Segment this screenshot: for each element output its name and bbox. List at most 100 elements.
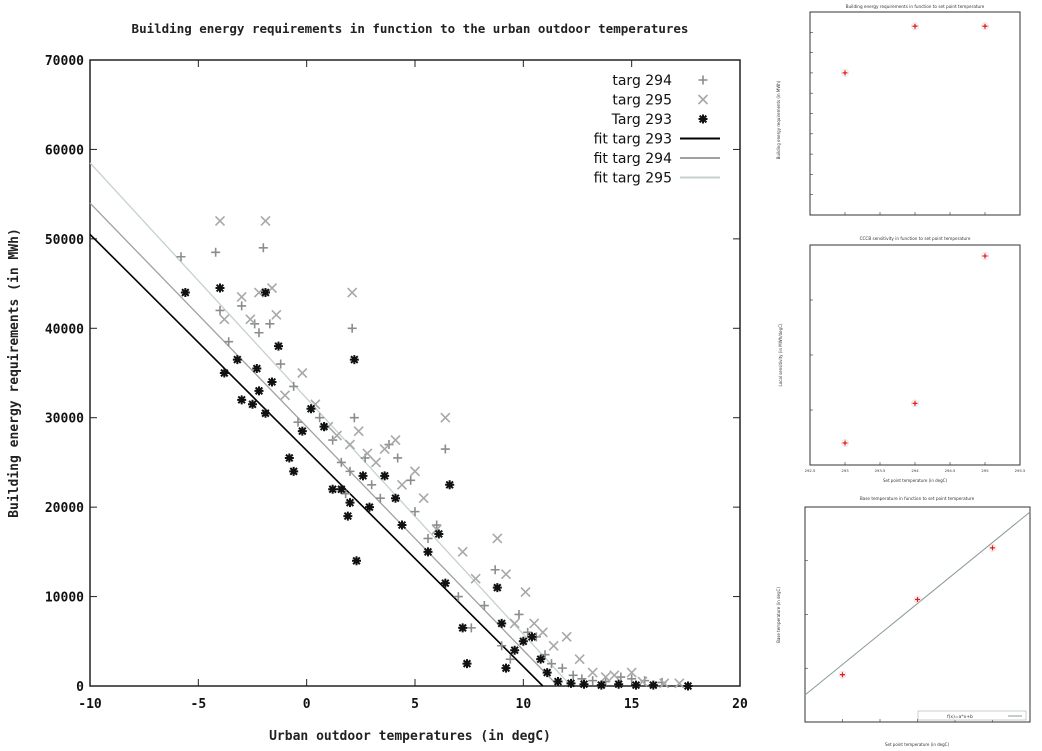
targ-295-point: [379, 443, 390, 455]
y-tick-label: 0: [76, 680, 84, 695]
inset-chart-energy: Building energy requirements in function…: [776, 4, 1021, 216]
inset1-y-label: Building energy requirements (in MWh): [776, 80, 781, 159]
inset2-point: [911, 399, 919, 408]
inset3-ticks: [804, 506, 1031, 723]
inset2-x-tick-label: 293.5: [875, 468, 886, 473]
y-tick-label: 30000: [45, 412, 84, 427]
targ-295-point: [587, 667, 598, 678]
targ-294-point: [547, 659, 556, 669]
targ-294-point: [349, 413, 359, 423]
targ-293-point: [352, 556, 361, 566]
targ-295-point: [418, 493, 429, 504]
targ-293-point: [391, 493, 400, 503]
targ-293-point: [306, 404, 316, 414]
targ-293-point: [497, 618, 507, 628]
targ-293-point: [527, 632, 537, 642]
targ-293-point: [261, 408, 270, 418]
targ-295-point: [470, 573, 481, 584]
targ-294-point: [375, 493, 385, 503]
targ-294-point: [176, 252, 186, 262]
inset2-y-label: Local sensitivity (in MWh/degC): [778, 323, 783, 386]
targ-294-point: [237, 301, 247, 311]
targ-293-point: [423, 547, 433, 557]
targ-294-point: [410, 507, 420, 517]
legend-targ-295-swatch: [697, 94, 709, 105]
targ-294-point: [523, 627, 533, 637]
legend-targ-295-label: targ 295: [612, 93, 672, 109]
targ-293-point: [349, 355, 359, 365]
main-y-ticks: 0 10000 20000 30000 40000 50000 60000 70000: [45, 54, 740, 695]
legend-targ-293-swatch: [698, 114, 708, 124]
targ-295-point: [245, 314, 256, 325]
x-tick-label: -10: [78, 697, 102, 712]
inset3-fit-legend-box: [917, 710, 1027, 721]
inset3-x-label: Set point temperature (in degC): [885, 742, 950, 747]
inset2-frame: [809, 244, 1021, 466]
legend-fit-targ-295-label: fit targ 295: [594, 171, 672, 187]
targ-293-point: [219, 368, 229, 378]
x-tick-label: -5: [191, 697, 207, 712]
inset3-fit-legend: f(x)=a*x+b: [947, 714, 973, 720]
targ-294-point: [540, 650, 550, 660]
targ-293-point: [358, 471, 368, 481]
fit-line-targ-293: [89, 233, 544, 687]
targ-295-point: [440, 412, 451, 423]
targ-294-point: [341, 489, 351, 499]
targ-293-point: [566, 678, 576, 688]
targ-295-point: [279, 390, 291, 401]
inset1-ticks: [809, 11, 1021, 216]
inset-chart-sensitivity: CCCB sensitivity in function to set poin…: [778, 236, 1026, 483]
inset2-x-label: Set point temperature (in degC): [883, 478, 948, 483]
y-tick-label: 40000: [45, 322, 84, 337]
targ-294-point: [479, 601, 489, 611]
targ-293-point: [365, 502, 374, 512]
targ-294-point: [497, 641, 507, 651]
legend-fit-targ-293-label: fit targ 293: [594, 132, 672, 148]
targ-294-point: [505, 654, 515, 664]
legend-targ-294-swatch: [698, 75, 708, 85]
targ-295-point: [266, 282, 278, 294]
targ-294-point: [423, 533, 433, 543]
inset2-title: CCCB sensitivity in function to set poin…: [860, 236, 971, 241]
targ-294-point: [490, 565, 500, 575]
x-tick-label: 20: [732, 697, 748, 712]
targ-294-point: [254, 328, 264, 338]
targ-295-point: [600, 671, 611, 683]
inset1-frame: [809, 11, 1021, 216]
targ-295-point: [236, 291, 247, 303]
targ-294-point: [557, 663, 567, 673]
targ-294-point: [315, 413, 325, 423]
targ-294-point: [293, 417, 303, 427]
targ-294-point: [453, 592, 463, 602]
targ-293-point: [518, 636, 528, 646]
inset2-points: [841, 252, 989, 447]
targ-293-point: [683, 681, 693, 691]
y-tick-label: 60000: [45, 143, 84, 158]
targ-295-point: [457, 546, 468, 557]
inset3-fit-line: [804, 511, 1031, 696]
inset3-point: [913, 595, 922, 604]
inset2-x-tick-label: 295.5: [1015, 468, 1026, 473]
targ-295-point: [548, 640, 559, 651]
targ-293-point: [434, 529, 444, 539]
targ-295-point: [674, 678, 685, 689]
targ-294-point: [215, 305, 225, 315]
targ-293-point: [380, 471, 390, 481]
targ-293-point: [284, 453, 294, 463]
targ-294-point: [588, 676, 598, 686]
targ-293-point: [553, 677, 563, 687]
targ-293-point: [261, 288, 270, 298]
targ-295-point: [500, 569, 512, 580]
legend-fit-targ-294-label: fit targ 294: [594, 151, 672, 167]
targ-294-point: [224, 337, 234, 347]
inset1-point: [981, 22, 989, 30]
main-chart: Building energy requirements in function…: [7, 21, 748, 744]
legend-targ-293-label: Targ 293: [611, 112, 672, 128]
targ-294-point: [432, 520, 442, 530]
targ-293-point: [237, 395, 247, 405]
targ-293-point: [536, 654, 546, 664]
targ-295-point: [574, 654, 585, 665]
legend-targ-294-label: targ 294: [612, 73, 672, 89]
targ-295-point: [396, 479, 408, 490]
